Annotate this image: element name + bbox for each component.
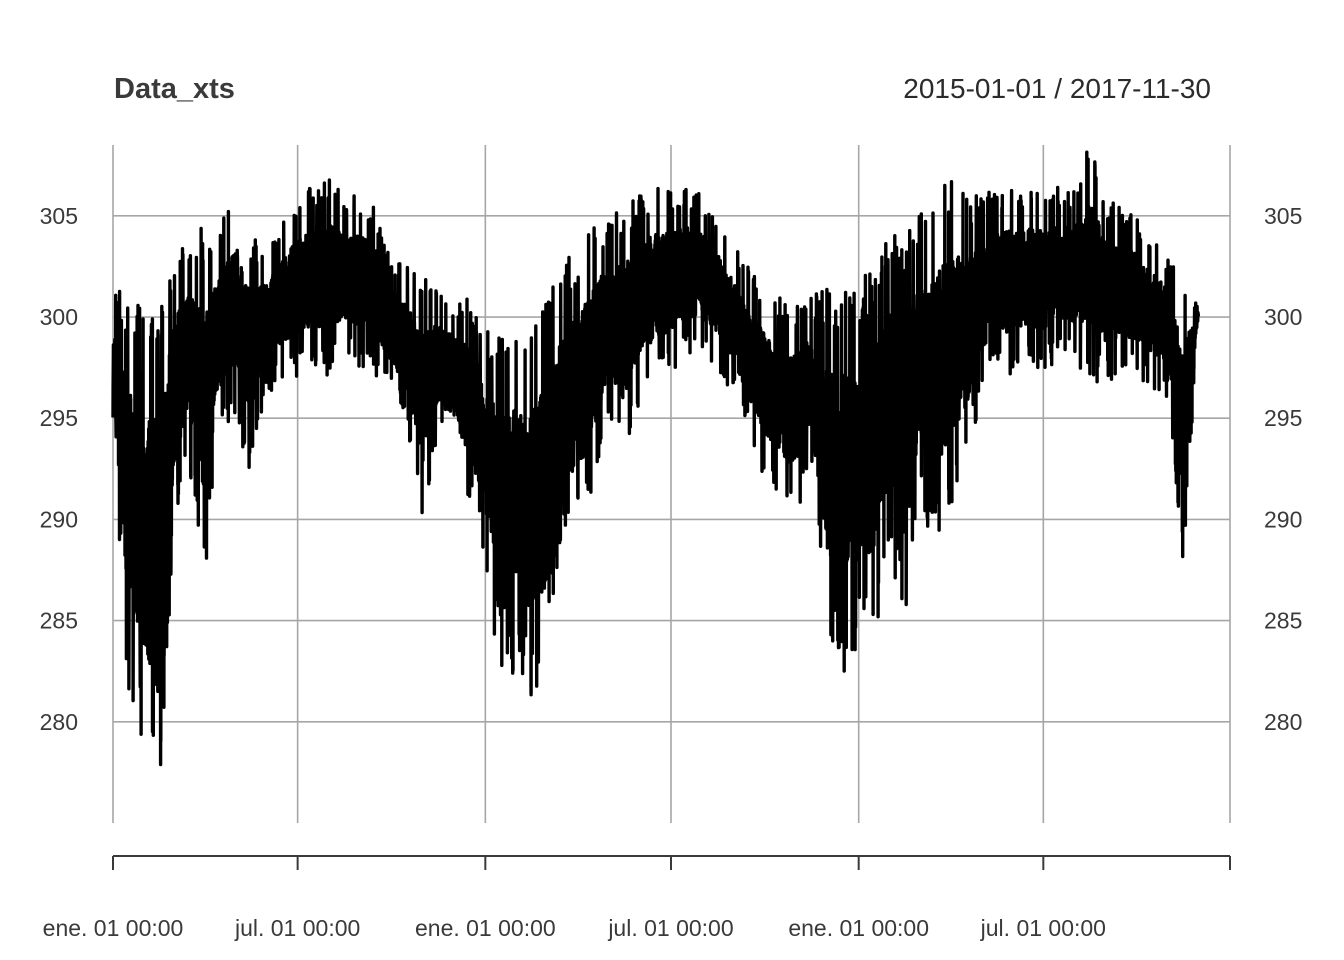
y-tick-label-left: 285 (40, 608, 78, 634)
x-tick-label: jul. 01 00:00 (234, 915, 360, 941)
y-axis-labels-right: 280 285 290 295 300 305 (1264, 203, 1302, 735)
y-tick-label-right: 285 (1264, 608, 1302, 634)
y-tick-label-right: 305 (1264, 203, 1302, 229)
y-axis-labels-left: 280 285 290 295 300 305 (40, 203, 78, 735)
y-tick-label-left: 280 (40, 709, 78, 735)
series-layer (111, 150, 1201, 767)
x-tick-label: ene. 01 00:00 (43, 915, 184, 941)
x-tick-label: ene. 01 00:00 (788, 915, 929, 941)
chart-title: Data_xts (114, 73, 235, 105)
y-tick-label-right: 280 (1264, 709, 1302, 735)
y-tick-label-left: 295 (40, 405, 78, 431)
y-tick-label-left: 290 (40, 506, 78, 532)
x-tick-label: jul. 01 00:00 (607, 915, 733, 941)
x-tick-label: ene. 01 00:00 (415, 915, 556, 941)
y-tick-label-right: 290 (1264, 506, 1302, 532)
date-range-label: 2015-01-01 / 2017-11-30 (903, 73, 1211, 104)
y-tick-label-right: 295 (1264, 405, 1302, 431)
x-tick-label: jul. 01 00:00 (980, 915, 1106, 941)
y-tick-label-left: 305 (40, 203, 78, 229)
x-axis: ene. 01 00:00 jul. 01 00:00 ene. 01 00:00 j… (43, 855, 1231, 941)
y-tick-label-right: 300 (1264, 304, 1302, 330)
series-line (111, 150, 1201, 767)
y-tick-label-left: 300 (40, 304, 78, 330)
